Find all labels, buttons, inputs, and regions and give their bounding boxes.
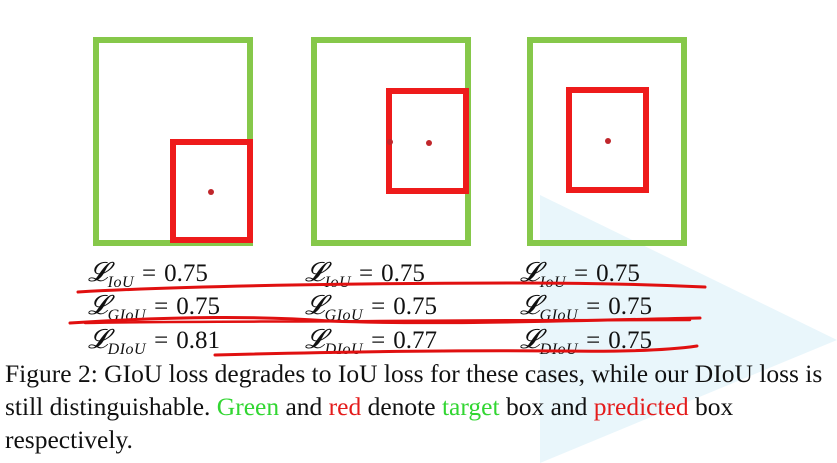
caption-predicted-word: predicted <box>593 392 689 421</box>
caption-text: Figure 2: GIoU loss degrades to IoU loss… <box>5 359 823 421</box>
loss-label: 𝓛GIoU = 0.75 <box>520 290 652 324</box>
loss-label: 𝓛IoU = 0.75 <box>88 257 208 291</box>
target-box <box>527 37 687 246</box>
loss-label: 𝓛IoU = 0.75 <box>520 257 640 291</box>
loss-label: 𝓛DIoU = 0.75 <box>520 324 652 358</box>
loss-label: 𝓛IoU = 0.75 <box>305 257 425 291</box>
figure-caption: Figure 2: GIoU loss degrades to IoU loss… <box>5 357 830 456</box>
loss-label: 𝓛DIoU = 0.77 <box>305 324 437 358</box>
predicted-center-dot <box>426 140 432 146</box>
loss-row-iou: 𝓛IoU = 0.75 𝓛IoU = 0.75 𝓛IoU = 0.75 <box>0 256 837 291</box>
loss-row-diou: 𝓛DIoU = 0.81 𝓛DIoU = 0.77 𝓛DIoU = 0.75 <box>0 323 837 358</box>
predicted-center-dot <box>605 138 611 144</box>
predicted-center-dot <box>208 189 214 195</box>
predicted-box <box>170 139 253 243</box>
loss-label: 𝓛GIoU = 0.75 <box>88 290 220 324</box>
predicted-box <box>566 87 649 193</box>
caption-text: denote <box>361 392 442 421</box>
caption-text: and <box>279 392 329 421</box>
caption-red-word: red <box>328 392 362 421</box>
loss-label: 𝓛DIoU = 0.81 <box>88 324 220 358</box>
caption-green-word: Green <box>216 392 280 421</box>
loss-row-giou: 𝓛GIoU = 0.75 𝓛GIoU = 0.75 𝓛GIoU = 0.75 <box>0 289 837 324</box>
caption-text: box and <box>499 392 594 421</box>
caption-text: box respectively. <box>5 392 734 454</box>
loss-label: 𝓛GIoU = 0.75 <box>305 290 437 324</box>
target-center-dot <box>387 139 393 145</box>
caption-target-word: target <box>441 392 500 421</box>
